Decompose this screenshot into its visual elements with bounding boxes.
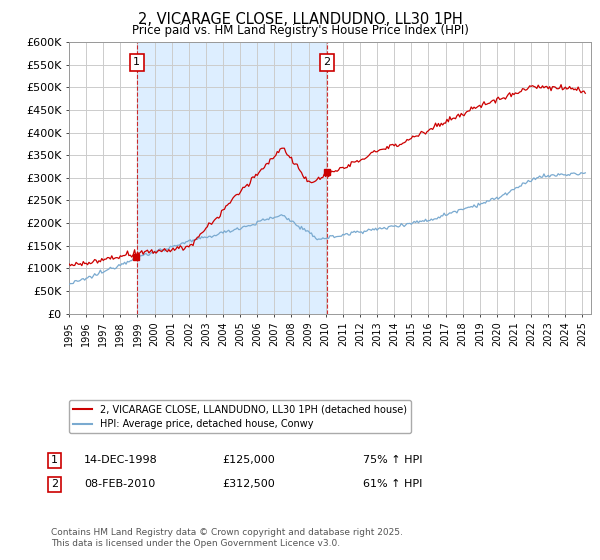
Text: £312,500: £312,500 [222, 479, 275, 489]
Bar [137, 42, 327, 314]
Text: 1: 1 [133, 57, 140, 67]
Text: 75% ↑ HPI: 75% ↑ HPI [363, 455, 422, 465]
Text: Contains HM Land Registry data © Crown copyright and database right 2025.
This d: Contains HM Land Registry data © Crown c… [51, 528, 403, 548]
Text: £125,000: £125,000 [222, 455, 275, 465]
Text: 14-DEC-1998: 14-DEC-1998 [84, 455, 158, 465]
Text: 08-FEB-2010: 08-FEB-2010 [84, 479, 155, 489]
Text: 61% ↑ HPI: 61% ↑ HPI [363, 479, 422, 489]
Text: 2: 2 [51, 479, 58, 489]
Legend: 2, VICARAGE CLOSE, LLANDUDNO, LL30 1PH (detached house), HPI: Average price, det: 2, VICARAGE CLOSE, LLANDUDNO, LL30 1PH (… [69, 400, 411, 433]
Text: 1: 1 [51, 455, 58, 465]
Text: 2, VICARAGE CLOSE, LLANDUDNO, LL30 1PH: 2, VICARAGE CLOSE, LLANDUDNO, LL30 1PH [137, 12, 463, 27]
Text: Price paid vs. HM Land Registry's House Price Index (HPI): Price paid vs. HM Land Registry's House … [131, 24, 469, 37]
Text: 2: 2 [323, 57, 331, 67]
